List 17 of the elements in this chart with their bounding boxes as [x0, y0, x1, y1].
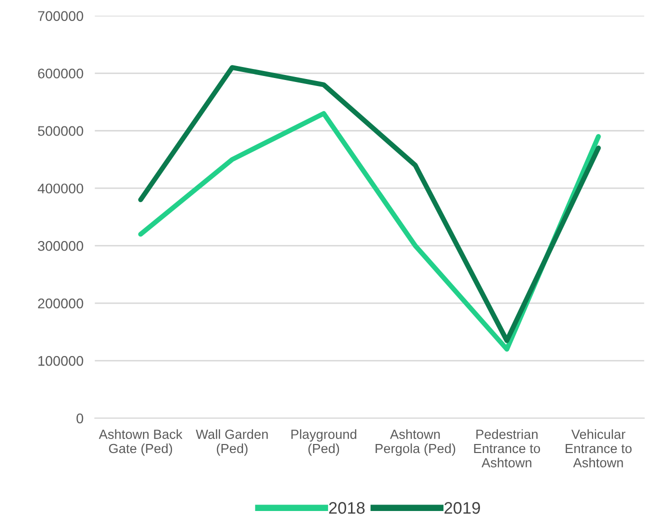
line-series: [138, 65, 601, 343]
y-tick-label: 400000: [38, 184, 84, 194]
y-tick-label: 0: [76, 414, 84, 424]
x-tick-label: Ashtown Back Gate (Ped): [98, 429, 182, 456]
y-tick-label: 300000: [38, 241, 84, 251]
x-tick-label: Vehicular Entrance to Ashtown: [566, 429, 632, 468]
x-tick-label: Playground (Ped): [291, 429, 356, 456]
y-tick-label: 100000: [38, 356, 84, 366]
y-tick-label: 500000: [38, 126, 84, 136]
y-tick-label: 200000: [38, 298, 84, 308]
x-tick-label: Pedestrian Entrance to Ashtown: [474, 429, 540, 468]
x-tick-label: Wall Garden (Ped): [196, 429, 268, 456]
legend-label: 2019: [444, 502, 480, 514]
y-tick-label: 700000: [38, 11, 84, 21]
legend-label: 2018: [329, 502, 365, 514]
x-tick-label: Ashtown Pergola (Ped): [376, 429, 456, 456]
y-tick-label: 600000: [38, 68, 84, 78]
